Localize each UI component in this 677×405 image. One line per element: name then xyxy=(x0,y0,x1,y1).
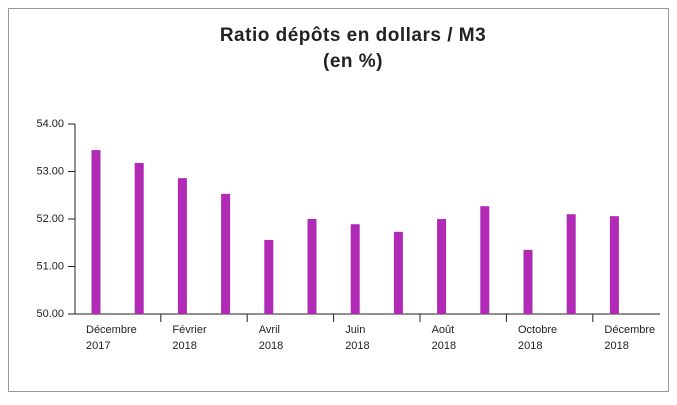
x-tick-label: Février 2018 xyxy=(172,324,207,352)
x-tick-label: Octobre 2018 xyxy=(518,324,557,352)
x-tick-label: Décembre 2017 xyxy=(86,324,137,352)
bar xyxy=(307,219,317,314)
chart-subtitle: (en %) xyxy=(323,51,383,72)
bar xyxy=(350,224,360,314)
bar xyxy=(480,206,490,314)
bar xyxy=(264,239,274,314)
y-tick-label: 52.00 xyxy=(36,213,64,225)
y-tick-label: 53.00 xyxy=(36,165,64,177)
bar xyxy=(566,214,576,314)
bar xyxy=(91,150,101,314)
x-tick-label: Avril 2018 xyxy=(259,324,283,352)
y-tick-label: 50.00 xyxy=(36,308,64,320)
chart-frame xyxy=(8,8,669,392)
y-tick-label: 54.00 xyxy=(36,118,64,130)
bar xyxy=(437,219,447,314)
bar xyxy=(523,249,533,314)
x-tick-label: Juin 2018 xyxy=(345,324,369,352)
bar xyxy=(177,178,187,314)
x-tick-label: Août 2018 xyxy=(432,324,456,352)
y-tick-label: 51.00 xyxy=(36,260,64,272)
bar xyxy=(609,216,619,314)
x-tick-label: Décembre 2018 xyxy=(604,324,655,352)
bar xyxy=(393,231,403,314)
chart-title: Ratio dépôts en dollars / M3 xyxy=(220,25,486,46)
bar xyxy=(221,193,231,314)
bar xyxy=(134,162,144,314)
